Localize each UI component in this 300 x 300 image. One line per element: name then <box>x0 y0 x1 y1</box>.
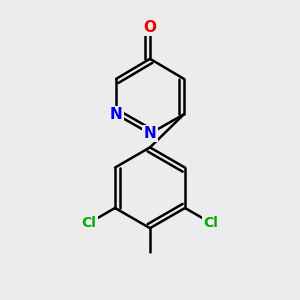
Text: N: N <box>110 107 122 122</box>
Text: Cl: Cl <box>203 216 218 230</box>
Text: N: N <box>144 126 156 141</box>
Text: O: O <box>143 20 157 35</box>
Text: Cl: Cl <box>82 216 97 230</box>
